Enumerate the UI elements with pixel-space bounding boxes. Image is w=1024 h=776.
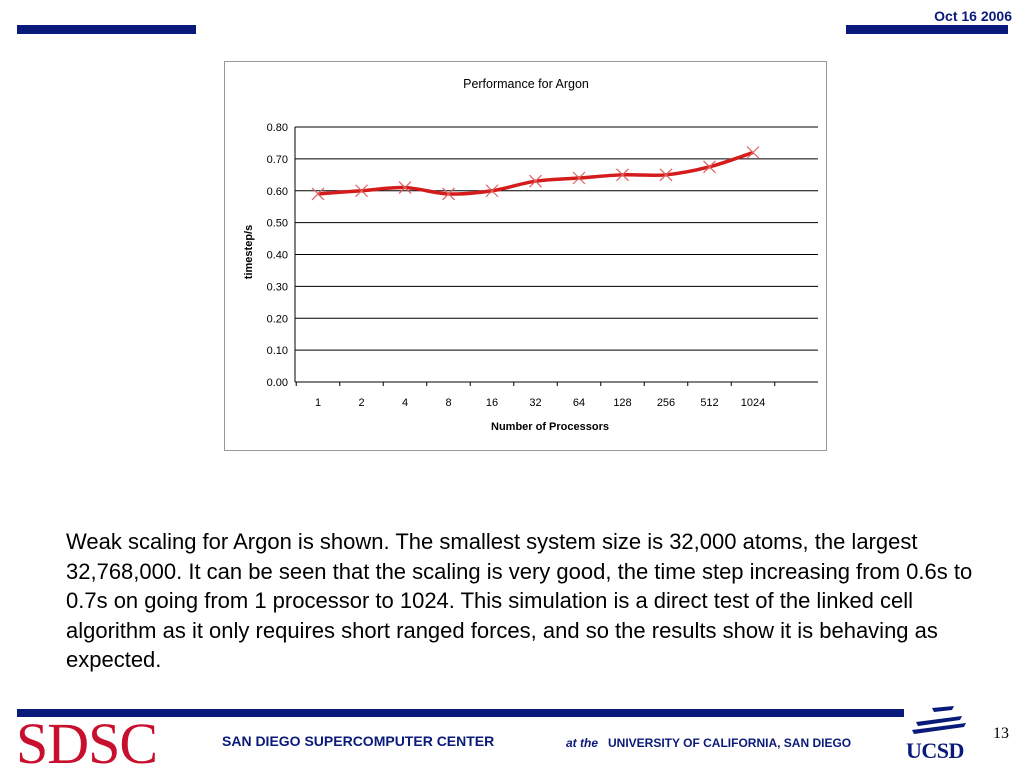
y-tick-label: 0.30 xyxy=(267,281,288,293)
y-tick-label: 0.60 xyxy=(267,186,288,198)
at-the-text: at the xyxy=(566,736,599,750)
data-point-marker xyxy=(659,168,673,182)
marker-stroke xyxy=(398,181,412,194)
data-point-marker xyxy=(442,187,455,201)
university-name: UNIVERSITY OF CALIFORNIA, SAN DIEGO xyxy=(608,736,852,750)
x-tick-label: 2 xyxy=(358,397,364,409)
performance-chart: Performance for Argon 0.00 0.10 0.20 0.30 0.… xyxy=(243,77,818,433)
y-tick-label: 0.70 xyxy=(267,154,288,166)
y-tick-label: 0.00 xyxy=(267,377,288,389)
marker-stroke xyxy=(442,187,455,201)
marker-stroke xyxy=(659,168,673,182)
y-tick-label: 0.10 xyxy=(267,345,288,357)
y-tick-label: 0.20 xyxy=(267,313,288,325)
data-point-marker xyxy=(572,171,586,185)
center-name: SAN DIEGO SUPERCOMPUTER CENTER xyxy=(222,733,495,749)
x-tick-label: 256 xyxy=(657,397,675,409)
x-tick-label: 4 xyxy=(402,397,408,409)
sdsc-logo: SDSC xyxy=(16,711,158,776)
data-point-marker xyxy=(746,146,760,159)
chart-title: Performance for Argon xyxy=(463,77,589,91)
x-tick-label: 1 xyxy=(315,397,321,409)
data-point-marker xyxy=(485,184,499,198)
x-tick-label: 512 xyxy=(700,397,718,409)
x-tick-label: 32 xyxy=(529,397,541,409)
data-point-marker xyxy=(311,187,325,201)
y-tick-label: 0.50 xyxy=(267,218,288,230)
x-tick-label: 64 xyxy=(573,397,585,409)
x-tick-label: 8 xyxy=(445,397,451,409)
marker-stroke xyxy=(703,160,716,174)
y-tick-label: 0.40 xyxy=(267,250,288,262)
footer-accent-bar xyxy=(17,709,904,717)
data-point-marker xyxy=(616,168,629,182)
ucsd-ship-icon xyxy=(912,706,966,734)
chart-frame: Performance for Argon 0.00 0.10 0.20 0.30 0.… xyxy=(224,61,827,451)
x-tick-label: 16 xyxy=(486,397,498,409)
page-number: 13 xyxy=(993,725,1009,742)
ucsd-logo-text: UCSD xyxy=(906,738,964,763)
y-tick-label: 0.80 xyxy=(267,122,288,134)
marker-stroke xyxy=(355,184,368,198)
slide-date: Oct 16 2006 xyxy=(934,8,1012,24)
slide-caption: Weak scaling for Argon is shown. The sma… xyxy=(66,529,973,672)
marker-stroke xyxy=(485,184,499,198)
marker-stroke xyxy=(529,174,542,188)
x-tick-label: 128 xyxy=(613,397,631,409)
top-left-accent-bar xyxy=(17,25,196,34)
y-axis-label: timestep/s xyxy=(243,225,255,279)
x-axis-label: Number of Processors xyxy=(491,421,609,433)
data-point-marker xyxy=(355,184,368,198)
marker-stroke xyxy=(572,171,586,185)
x-tick-label: 1024 xyxy=(741,397,765,409)
data-point-marker xyxy=(398,181,412,194)
data-point-marker xyxy=(703,160,716,174)
marker-stroke xyxy=(746,146,760,159)
marker-stroke xyxy=(616,168,629,182)
marker-stroke xyxy=(311,187,325,201)
top-right-accent-bar xyxy=(846,25,1008,34)
data-point-marker xyxy=(529,174,542,188)
